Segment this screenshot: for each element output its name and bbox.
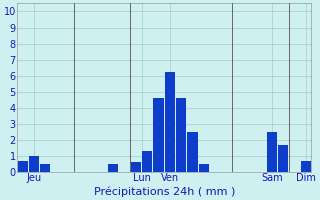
Bar — [154, 98, 164, 172]
Bar — [18, 161, 28, 172]
Bar — [300, 161, 311, 172]
Bar — [267, 132, 277, 172]
Bar — [278, 145, 288, 172]
Bar — [188, 132, 198, 172]
Bar — [142, 151, 152, 172]
Bar — [131, 162, 141, 172]
Bar — [199, 164, 209, 172]
Bar — [108, 164, 118, 172]
Bar — [29, 156, 39, 172]
X-axis label: Précipitations 24h ( mm ): Précipitations 24h ( mm ) — [93, 186, 235, 197]
Bar — [40, 164, 51, 172]
Bar — [176, 98, 186, 172]
Bar — [165, 72, 175, 172]
